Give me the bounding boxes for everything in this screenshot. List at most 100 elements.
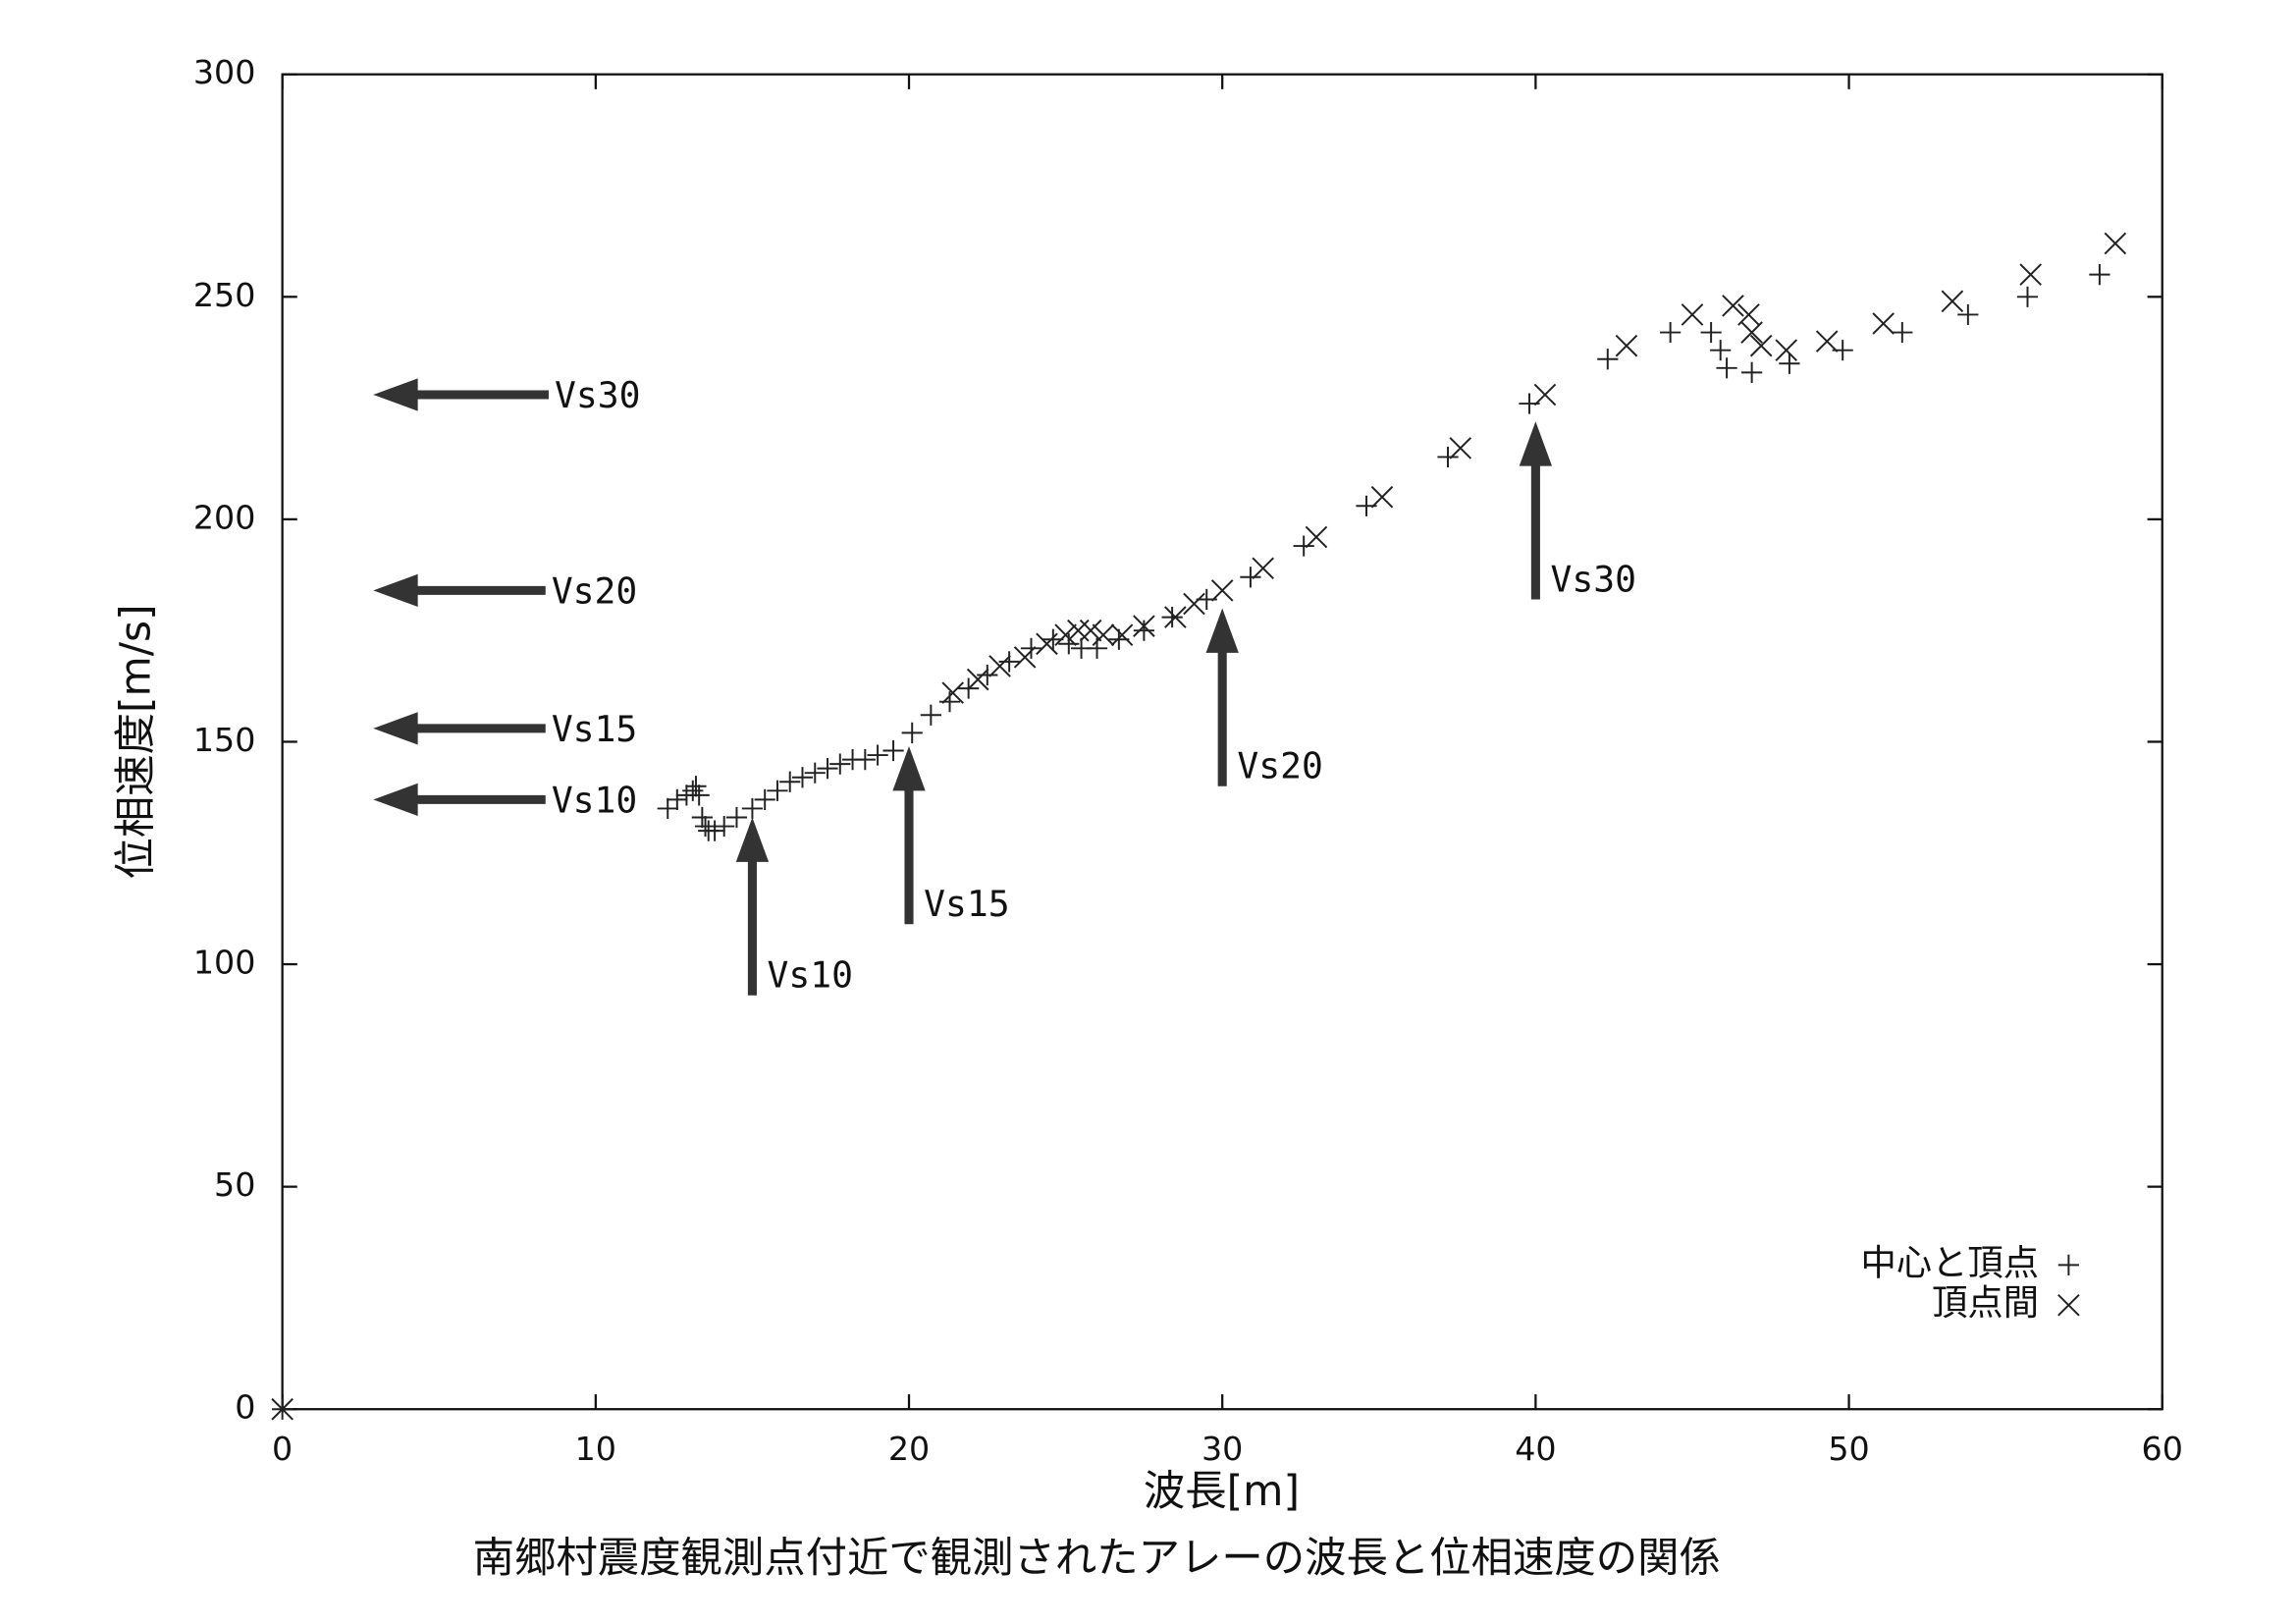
- x-tick-label: 60: [2142, 1430, 2183, 1468]
- point: [725, 806, 748, 829]
- point: [741, 797, 764, 820]
- point: [1740, 321, 1763, 344]
- point: [920, 704, 941, 726]
- y-tick-label: 300: [193, 53, 256, 91]
- arrow-label: Vs20: [1237, 745, 1323, 787]
- point: [1722, 295, 1744, 317]
- arrow-label: Vs15: [552, 708, 638, 750]
- arrow-label: Vs10: [552, 779, 638, 821]
- point: [882, 739, 904, 762]
- point: [1872, 312, 1895, 335]
- point: [998, 651, 1020, 673]
- point: [1183, 592, 1205, 616]
- y-tick-label: 100: [193, 944, 256, 982]
- point: [1449, 437, 1472, 460]
- point: [1597, 349, 1619, 370]
- point: [977, 664, 998, 686]
- arrow-label: Vs20: [552, 569, 638, 612]
- point: [1054, 623, 1077, 647]
- point: [714, 815, 735, 838]
- arrow-head: [373, 712, 418, 745]
- legend-label: 中心と頂点: [1860, 1241, 2039, 1283]
- point: [1660, 321, 1682, 344]
- point: [1079, 619, 1102, 642]
- point: [271, 1397, 294, 1421]
- x-tick-label: 30: [1201, 1430, 1243, 1468]
- point: [2016, 286, 2039, 307]
- point: [1210, 579, 1234, 602]
- point: [817, 758, 838, 780]
- point: [1370, 485, 1394, 509]
- x-axis-label: 波長[m]: [1144, 1467, 1300, 1515]
- point: [1092, 623, 1115, 647]
- arrow-head: [892, 745, 926, 791]
- point: [791, 767, 814, 788]
- point: [1700, 321, 1722, 344]
- arrow-head: [373, 573, 418, 608]
- point: [1036, 632, 1058, 656]
- arrow-label: Vs15: [924, 883, 1010, 925]
- point: [1133, 615, 1155, 637]
- point: [1305, 525, 1328, 549]
- y-axis-label: 位相速度[m/s]: [111, 604, 159, 879]
- point: [1775, 339, 1798, 361]
- arrow-label: Vs30: [555, 374, 641, 416]
- point: [667, 788, 688, 810]
- point: [688, 785, 710, 806]
- point: [657, 797, 678, 820]
- point: [1779, 352, 1800, 374]
- point: [691, 806, 713, 829]
- point: [1941, 290, 1964, 313]
- point: [1020, 637, 1042, 659]
- y-tick-label: 200: [193, 498, 256, 536]
- point: [1533, 383, 1557, 406]
- y-tick-label: 250: [193, 276, 256, 314]
- point: [1615, 334, 1638, 357]
- point: [685, 776, 707, 797]
- point: [1240, 567, 1261, 588]
- y-tick-label: 50: [214, 1165, 255, 1204]
- point: [1737, 303, 1760, 326]
- point: [966, 668, 989, 691]
- point: [938, 691, 961, 713]
- point: [1681, 303, 1704, 326]
- point: [1741, 361, 1763, 383]
- x-tick-label: 0: [272, 1430, 293, 1468]
- caption: 南郷村震度観測点付近で観測されたアレーの波長と位相速度の関係: [473, 1534, 1721, 1582]
- point: [901, 722, 923, 744]
- arrow-head: [373, 378, 418, 411]
- point: [1716, 357, 1737, 379]
- point: [2104, 232, 2127, 255]
- x-tick-label: 20: [888, 1430, 930, 1468]
- point: [1892, 321, 1913, 344]
- point: [1252, 557, 1274, 580]
- y-tick-label: 0: [235, 1388, 255, 1427]
- point: [2057, 1293, 2080, 1317]
- y-tick-label: 150: [193, 721, 256, 759]
- arrow-label: Vs10: [768, 954, 853, 997]
- point: [1293, 535, 1314, 557]
- point: [1164, 606, 1187, 628]
- point: [988, 655, 1011, 677]
- point: [754, 788, 775, 810]
- point: [1133, 620, 1154, 641]
- x-tick-label: 50: [1828, 1430, 1869, 1468]
- point: [941, 681, 964, 704]
- point: [779, 771, 801, 792]
- arrow-head: [373, 783, 418, 817]
- arrow-head: [1519, 421, 1553, 466]
- arrow-head: [735, 817, 770, 862]
- point: [694, 815, 717, 838]
- point: [1957, 303, 1979, 326]
- arrow-head: [1205, 608, 1239, 653]
- point: [704, 820, 725, 841]
- point: [1437, 446, 1459, 468]
- point: [1710, 340, 1732, 361]
- point: [2019, 263, 2042, 286]
- point: [1058, 633, 1080, 655]
- point: [829, 753, 851, 775]
- point: [1749, 334, 1773, 357]
- point: [1815, 330, 1839, 352]
